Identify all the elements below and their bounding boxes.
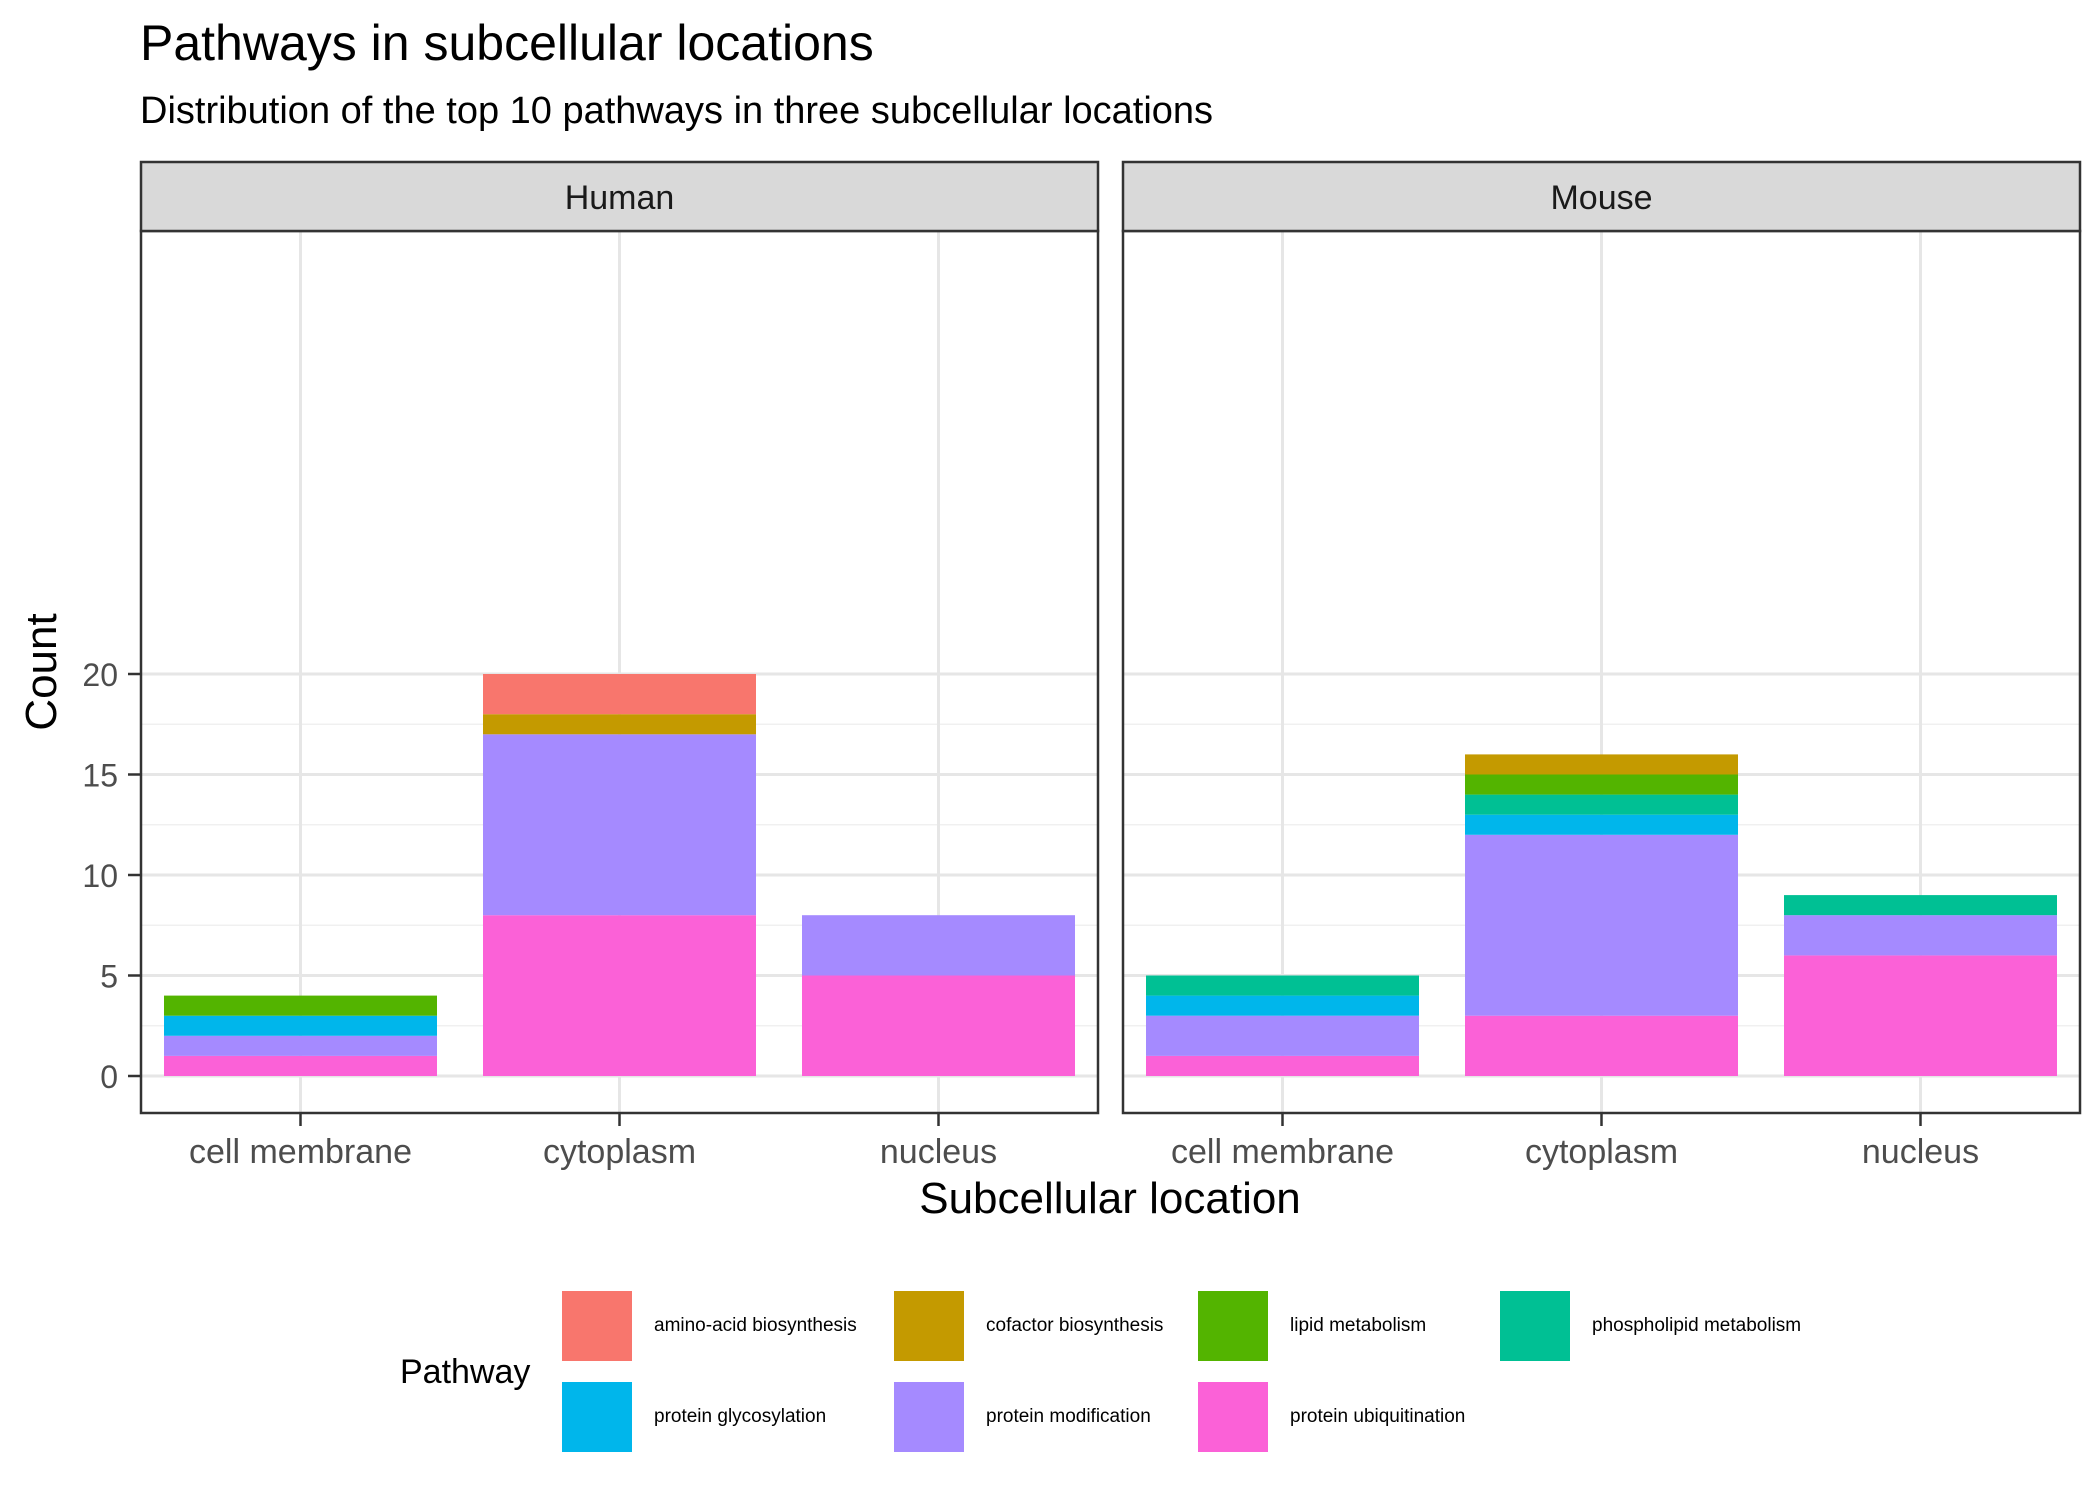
legend-label: phospholipid metabolism xyxy=(1592,1315,1802,1336)
x-tick-label: cell membrane xyxy=(189,1133,412,1171)
bar-segment xyxy=(1146,995,1419,1016)
bar-segment xyxy=(802,915,1075,976)
chart-subtitle: Distribution of the top 10 pathways in t… xyxy=(140,90,1214,132)
legend-item: protein modification xyxy=(894,1381,1151,1453)
legend: Pathway amino-acid biosynthesis cofactor … xyxy=(0,1290,2099,1490)
y-tick-label: 10 xyxy=(82,858,118,894)
legend-item: cofactor biosynthesis xyxy=(894,1290,1163,1362)
legend-item: protein ubiquitination xyxy=(1198,1381,1465,1453)
facet-strip xyxy=(139,160,1100,233)
bar-segment xyxy=(1465,834,1738,1016)
bar-segment xyxy=(164,1035,437,1056)
legend-label: protein ubiquitination xyxy=(1290,1406,1466,1427)
legend-key xyxy=(1500,1291,1570,1361)
x-tick-label: cell membrane xyxy=(1171,1133,1394,1171)
legend-label: lipid metabolism xyxy=(1290,1315,1427,1336)
y-axis-title: Count xyxy=(17,613,66,730)
legend-label: amino-acid biosynthesis xyxy=(654,1315,857,1336)
legend-key xyxy=(562,1291,632,1361)
legend-label: protein modification xyxy=(986,1406,1151,1427)
facet-label: Mouse xyxy=(1550,179,1652,217)
y-tick-label: 15 xyxy=(82,758,118,794)
bar-segment xyxy=(483,714,756,735)
x-axis-title: Subcellular location xyxy=(919,1174,1301,1223)
legend-label: cofactor biosynthesis xyxy=(986,1315,1164,1336)
legend-item: amino-acid biosynthesis xyxy=(562,1290,857,1362)
x-tick-label: cytoplasm xyxy=(543,1133,696,1171)
bar-segment xyxy=(483,674,756,715)
bar-segment xyxy=(1784,915,2057,956)
y-tick-label: 0 xyxy=(100,1059,118,1095)
legend-item: lipid metabolism xyxy=(1198,1290,1426,1362)
legend-title: Pathway xyxy=(400,1353,531,1391)
facet-strip xyxy=(1121,160,2082,233)
bar-segment xyxy=(802,975,1075,1076)
legend-item: phospholipid metabolism xyxy=(1500,1290,1801,1362)
bar-segment xyxy=(1465,774,1738,795)
legend-key xyxy=(894,1291,964,1361)
bar-segment xyxy=(483,915,756,1076)
y-tick-label: 5 xyxy=(100,959,118,995)
x-tick-label: nucleus xyxy=(1862,1133,1979,1171)
bar-segment xyxy=(1146,1015,1419,1056)
bar-segment xyxy=(1465,754,1738,775)
bar-segment xyxy=(1784,955,2057,1076)
bar-segment xyxy=(1465,814,1738,835)
x-tick-label: cytoplasm xyxy=(1525,1133,1678,1171)
bar-segment xyxy=(483,734,756,916)
legend-key xyxy=(562,1382,632,1452)
bar-segment xyxy=(164,1055,437,1076)
bar-segment xyxy=(1465,1015,1738,1076)
bar-segment xyxy=(1465,794,1738,815)
bar-segment xyxy=(1146,975,1419,996)
bar-segment xyxy=(164,995,437,1016)
legend-item: protein glycosylation xyxy=(562,1381,826,1453)
bar-segment xyxy=(164,1015,437,1036)
legend-key xyxy=(1198,1382,1268,1452)
bar-segment xyxy=(1784,895,2057,916)
legend-label: protein glycosylation xyxy=(654,1406,827,1427)
legend-key xyxy=(894,1382,964,1452)
facet-label: Human xyxy=(565,179,675,217)
legend-key xyxy=(1198,1291,1268,1361)
y-tick-label: 20 xyxy=(82,657,118,693)
bar-segment xyxy=(1146,1055,1419,1076)
x-tick-label: nucleus xyxy=(880,1133,997,1171)
chart-title: Pathways in subcellular locations xyxy=(140,15,874,71)
